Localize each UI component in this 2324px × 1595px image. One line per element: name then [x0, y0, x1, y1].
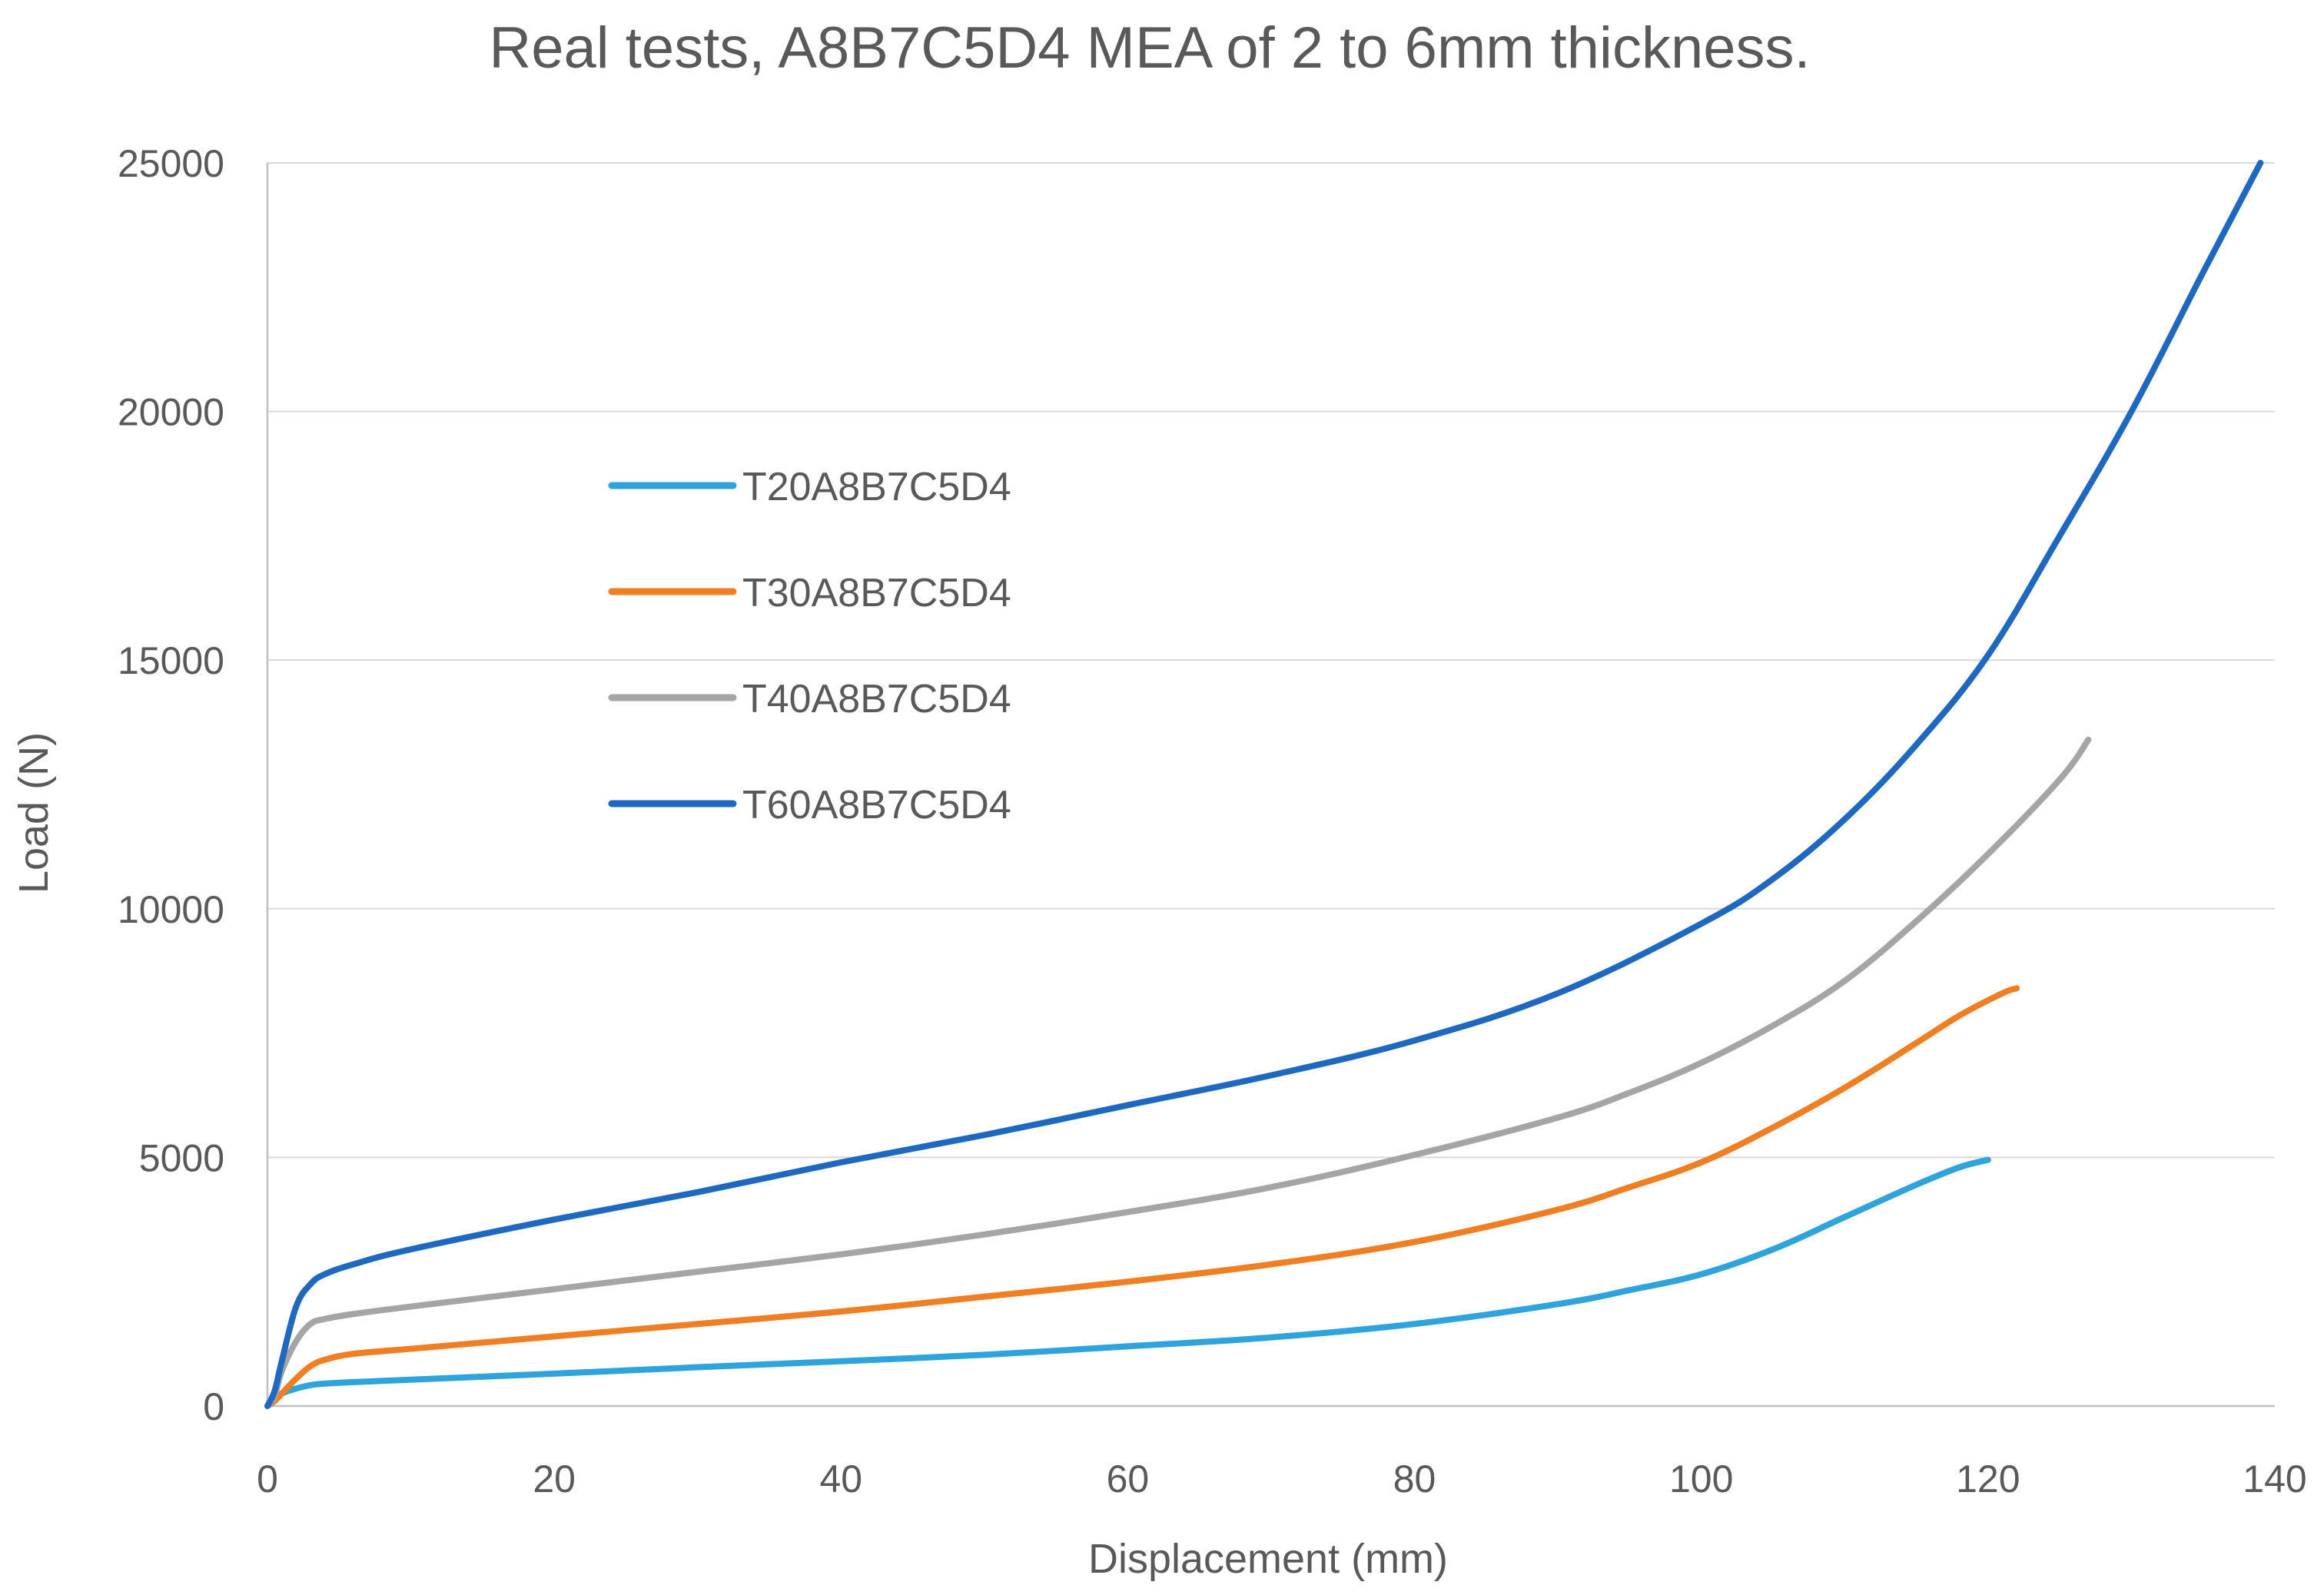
- legend: T20A8B7C5D4 T30A8B7C5D4 T40A8B7C5D4 T60A8B7…: [608, 465, 1011, 827]
- legend-item-t60a8b7c5d4: T60A8B7C5D4: [608, 783, 1011, 827]
- x-tick-labels: 0 20 40 60 80 100 120 140: [257, 1457, 2307, 1500]
- series-line-t40a8b7c5d4: [264, 736, 2092, 1409]
- gridlines: [267, 162, 2275, 1159]
- y-tick-label: 15000: [118, 639, 224, 682]
- legend-item-t30a8b7c5d4: T30A8B7C5D4: [608, 571, 1011, 615]
- legend-label: T40A8B7C5D4: [742, 677, 1011, 721]
- y-tick-label: 0: [203, 1385, 224, 1428]
- y-tick-label: 10000: [118, 888, 224, 931]
- x-tick-label: 140: [2243, 1457, 2306, 1500]
- x-tick-label: 20: [533, 1457, 576, 1500]
- legend-label: T30A8B7C5D4: [742, 571, 1011, 615]
- y-tick-label: 20000: [118, 391, 224, 434]
- chart-title: Real tests, A8B7C5D4 MEA of 2 to 6mm thi…: [489, 15, 1810, 81]
- x-tick-label: 120: [1956, 1457, 2020, 1500]
- series-lines: [264, 160, 2264, 1409]
- x-tick-label: 60: [1107, 1457, 1150, 1500]
- x-tick-label: 100: [1669, 1457, 1733, 1500]
- x-tick-label: 40: [819, 1457, 862, 1500]
- series-line-t20a8b7c5d4: [264, 1156, 1991, 1409]
- axes: [266, 163, 2275, 1408]
- legend-item-t20a8b7c5d4: T20A8B7C5D4: [608, 465, 1011, 509]
- legend-label: T60A8B7C5D4: [742, 783, 1011, 827]
- series-line-t30a8b7c5d4: [264, 985, 2020, 1409]
- y-tick-label: 5000: [139, 1136, 224, 1179]
- series-line-t60a8b7c5d4: [264, 160, 2264, 1409]
- legend-item-t40a8b7c5d4: T40A8B7C5D4: [608, 677, 1011, 721]
- legend-label: T20A8B7C5D4: [742, 465, 1011, 509]
- x-tick-label: 0: [257, 1457, 278, 1500]
- y-tick-label: 25000: [118, 142, 224, 185]
- x-tick-label: 80: [1393, 1457, 1436, 1500]
- y-axis-label: Load (N): [11, 732, 57, 894]
- y-tick-labels: 0 5000 10000 15000 20000 25000: [118, 142, 224, 1428]
- x-axis-label: Displacement (mm): [1088, 1536, 1448, 1582]
